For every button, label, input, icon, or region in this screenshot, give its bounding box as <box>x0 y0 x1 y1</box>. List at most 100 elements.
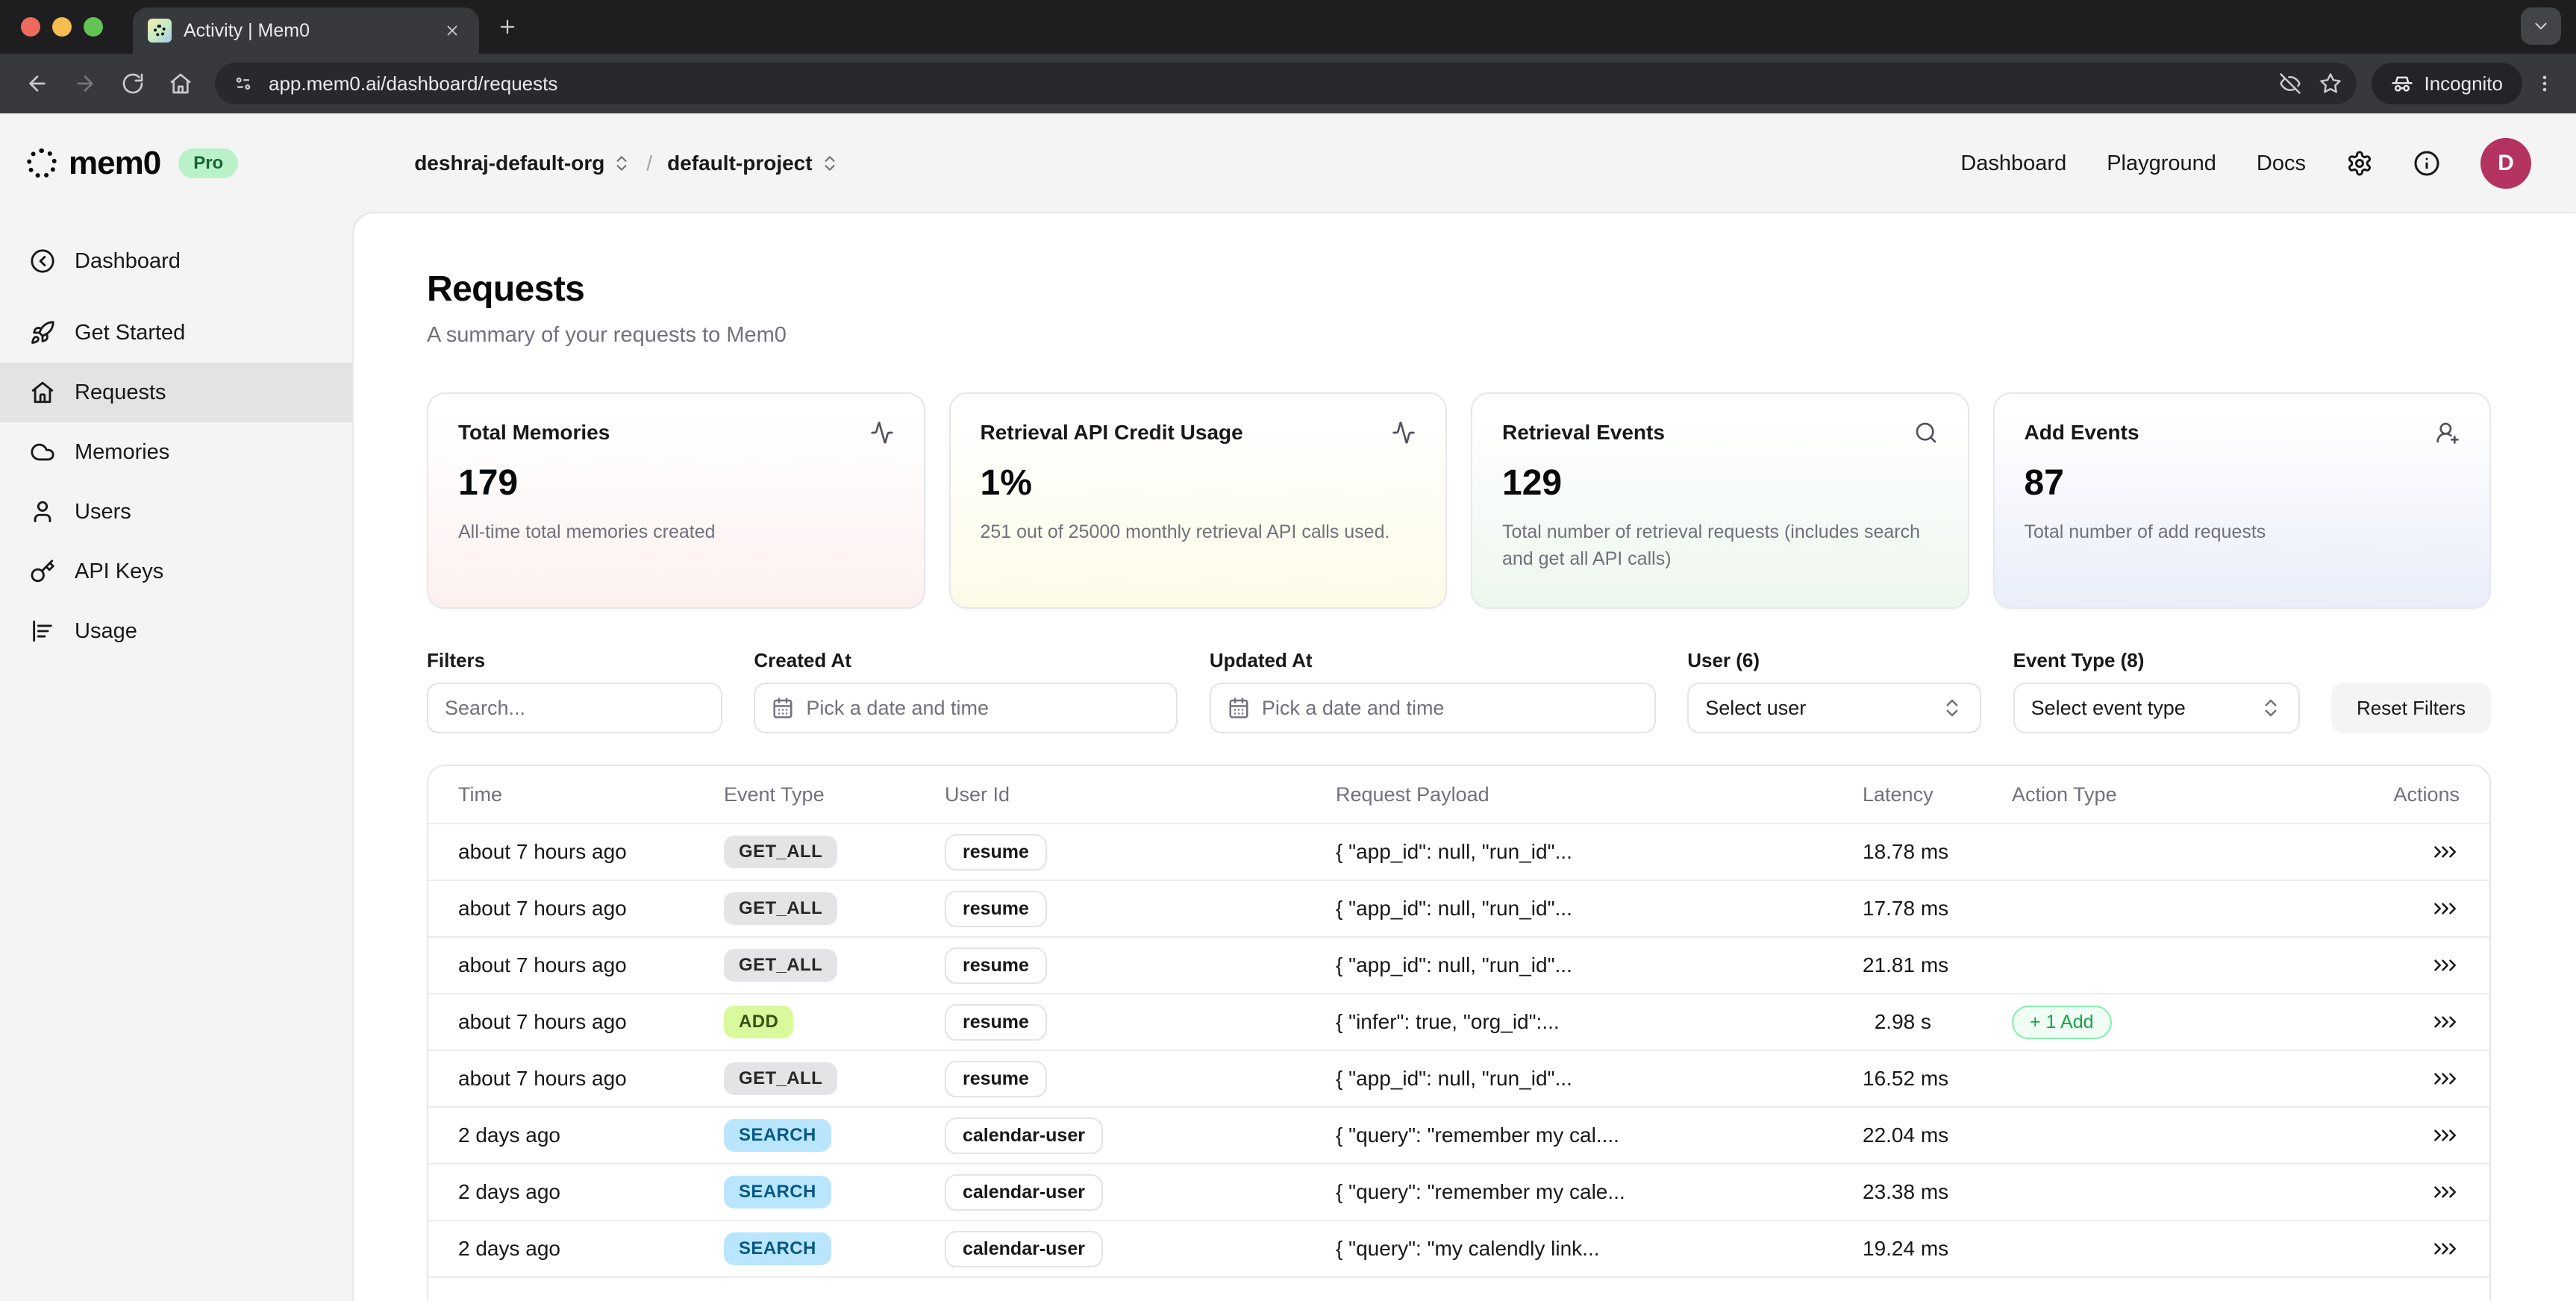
table-header-row: Time Event Type User Id Request Payload … <box>428 766 2489 823</box>
home-icon <box>31 381 54 404</box>
event-type-badge: SEARCH <box>724 1119 831 1152</box>
event-type-filter-label: Event Type (8) <box>2013 649 2145 671</box>
tab-close-icon[interactable] <box>440 19 464 43</box>
table-row[interactable]: 2 days ago SEARCH calendar-user { "query… <box>428 1220 2489 1276</box>
event-type-badge: GET_ALL <box>724 1062 838 1095</box>
table-row[interactable]: about 7 hours ago GET_ALL resume { "app_… <box>428 880 2489 936</box>
sidebar-item-label: Get Started <box>75 320 186 345</box>
app-header: mem0 Pro deshraj-default-org / default-p… <box>0 113 2576 213</box>
sidebar-item-usage[interactable]: Usage <box>0 601 354 661</box>
stat-card-title: Retrieval Events <box>1502 421 1665 444</box>
reload-icon[interactable] <box>113 64 152 103</box>
cell-time: 2 days ago <box>458 1180 560 1203</box>
event-type-select[interactable]: Select event type <box>2013 683 2300 733</box>
cell-request-payload: { "app_id": null, "run_id"... <box>1336 840 1572 863</box>
browser-menu-icon[interactable] <box>2531 66 2558 101</box>
reset-filters-button[interactable]: Reset Filters <box>2331 683 2491 733</box>
search-input[interactable] <box>445 696 704 720</box>
bookmark-star-icon[interactable] <box>2319 72 2342 95</box>
page-title: Requests <box>427 269 585 309</box>
sidebar-item-users[interactable]: Users <box>0 482 354 542</box>
forward-icon[interactable] <box>66 64 104 103</box>
cell-time: about 7 hours ago <box>458 897 627 920</box>
project-selector[interactable]: default-project <box>667 151 839 175</box>
table-row[interactable]: 2 days ago SEARCH calendar-user { "query… <box>428 1163 2489 1220</box>
expand-row-icon[interactable] <box>2430 954 2460 976</box>
cloud-icon <box>31 443 54 461</box>
stat-card-description: 251 out of 25000 monthly retrieval API c… <box>980 521 1390 542</box>
user-select[interactable]: Select user <box>1687 683 1982 733</box>
event-type-badge: GET_ALL <box>724 949 838 982</box>
user-avatar[interactable]: D <box>2480 138 2531 189</box>
expand-row-icon[interactable] <box>2430 897 2460 920</box>
tab-search-chevron-icon[interactable] <box>2521 7 2561 45</box>
browser-tab[interactable]: Activity | Mem0 <box>133 7 479 54</box>
settings-gear-icon[interactable] <box>2346 150 2373 177</box>
expand-row-icon[interactable] <box>2430 1181 2460 1203</box>
incognito-label: Incognito <box>2424 72 2503 95</box>
search-input-wrapper <box>427 683 722 733</box>
browser-tab-strip: Activity | Mem0 <box>0 0 2576 54</box>
sidebar-item-get-started[interactable]: Get Started <box>0 303 354 363</box>
nav-playground[interactable]: Playground <box>2107 151 2216 175</box>
updated-at-datepicker[interactable]: Pick a date and time <box>1209 683 1656 733</box>
expand-row-icon[interactable] <box>2430 841 2460 863</box>
sidebar-item-requests[interactable]: Requests <box>0 363 354 422</box>
minimize-window-button[interactable] <box>52 17 72 37</box>
home-icon[interactable] <box>161 64 200 103</box>
table-row[interactable]: about 7 hours ago GET_ALL resume { "app_… <box>428 936 2489 993</box>
column-header-actions: Actions <box>2393 783 2460 806</box>
address-bar[interactable]: app.mem0.ai/dashboard/requests <box>215 63 2357 104</box>
site-info-icon[interactable] <box>230 70 257 97</box>
table-row[interactable]: about 7 hours ago GET_ALL resume { "app_… <box>428 823 2489 880</box>
pro-plan-badge: Pro <box>178 148 239 178</box>
sidebar-item-label: Users <box>75 499 131 524</box>
chevrons-up-down-icon <box>616 156 627 171</box>
cell-latency: 23.38 ms <box>1863 1180 1949 1203</box>
stat-card-title: Add Events <box>2024 421 2139 444</box>
expand-row-icon[interactable] <box>2430 1068 2460 1090</box>
table-row[interactable]: 2 days ago SEARCH calendar-user { "query… <box>428 1106 2489 1163</box>
maximize-window-button[interactable] <box>84 17 103 37</box>
org-name: deshraj-default-org <box>414 151 605 175</box>
cell-latency: 16.52 ms <box>1863 1067 1949 1090</box>
tab-title: Activity | Mem0 <box>184 19 310 41</box>
cell-request-payload: { "infer": true, "org_id":... <box>1336 1010 1560 1033</box>
column-header-event-type: Event Type <box>724 783 825 806</box>
chevrons-up-down-icon <box>2265 699 2277 717</box>
user-icon <box>34 501 51 523</box>
mem0-logo[interactable]: mem0 Pro <box>27 145 239 182</box>
cell-latency: 21.81 ms <box>1863 953 1949 976</box>
back-icon[interactable] <box>18 64 57 103</box>
column-header-user-id: User Id <box>945 783 1010 806</box>
cell-request-payload: { "app_id": null, "run_id"... <box>1336 953 1572 976</box>
project-name: default-project <box>667 151 813 175</box>
new-tab-button[interactable] <box>497 16 518 37</box>
info-icon[interactable] <box>2413 150 2440 177</box>
url-text[interactable]: app.mem0.ai/dashboard/requests <box>269 72 558 95</box>
created-at-datepicker[interactable]: Pick a date and time <box>754 683 1178 733</box>
calendar-icon <box>773 697 793 718</box>
sidebar-item-api-keys[interactable]: API Keys <box>0 542 354 601</box>
chevrons-up-down-icon <box>825 156 835 171</box>
expand-row-icon[interactable] <box>2430 1011 2460 1033</box>
user-id-badge: calendar-user <box>945 1173 1103 1211</box>
close-window-button[interactable] <box>21 17 40 37</box>
event-type-badge: GET_ALL <box>724 836 838 868</box>
stat-card-description: Total number of retrieval requests (incl… <box>1502 521 1920 570</box>
nav-dashboard[interactable]: Dashboard <box>1960 151 2067 175</box>
expand-row-icon[interactable] <box>2430 1238 2460 1260</box>
eye-off-icon[interactable] <box>2279 72 2301 95</box>
org-selector[interactable]: deshraj-default-org <box>414 151 631 175</box>
activity-icon <box>870 421 893 444</box>
sidebar-item-memories[interactable]: Memories <box>0 422 354 482</box>
table-row[interactable]: about 7 hours ago GET_ALL resume { "app_… <box>428 1050 2489 1106</box>
expand-row-icon[interactable] <box>2430 1124 2460 1147</box>
table-row[interactable]: about 7 hours ago ADD resume { "infer": … <box>428 993 2489 1050</box>
stat-card-retrieval-events: Retrieval Events 129 Total number of ret… <box>1471 392 1969 609</box>
sidebar-item-dashboard[interactable]: Dashboard <box>0 231 354 291</box>
event-type-select-value: Select event type <box>2031 696 2186 719</box>
nav-docs[interactable]: Docs <box>2256 151 2306 175</box>
cell-latency: 18.78 ms <box>1863 840 1949 863</box>
user-id-badge: calendar-user <box>945 1117 1103 1154</box>
